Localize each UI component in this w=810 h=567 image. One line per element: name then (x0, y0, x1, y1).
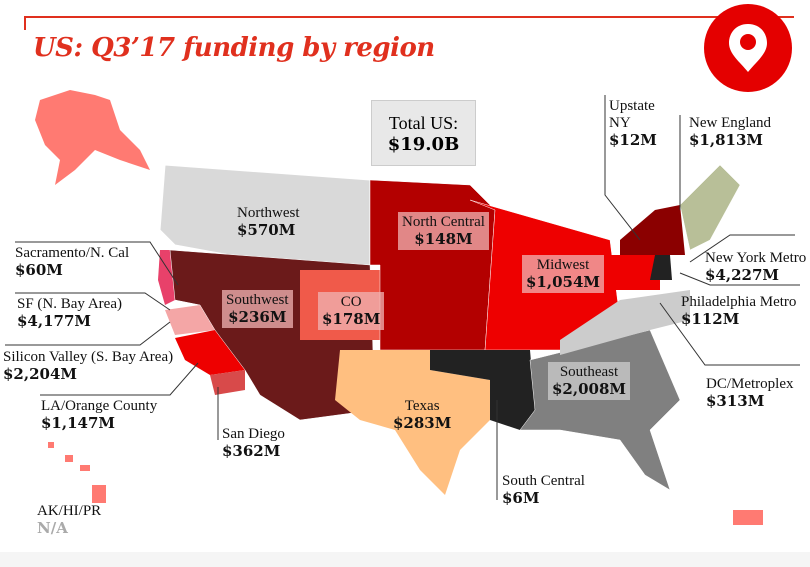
region-label-southwest: Southwest $236M (222, 290, 293, 328)
region-label-midwest: Midwest $1,054M (522, 255, 605, 293)
region-label-north-central: North Central $148M (398, 212, 489, 250)
total-us-box: Total US: $19.0B (371, 100, 476, 166)
total-value: $19.0B (387, 134, 460, 155)
page-title: US: Q3’17 funding by region (33, 33, 435, 63)
region-label-new-england: New England $1,813M (689, 115, 772, 149)
region-dc-metroplex (560, 290, 690, 355)
map-pin-badge (704, 4, 792, 92)
region-sf (165, 305, 215, 335)
region-label-san-diego: San Diego $362M (222, 426, 285, 460)
region-label-northwest: Northwest $570M (237, 205, 300, 239)
region-label-new-york-metro: New York Metro $4,227M (705, 250, 807, 284)
region-alaska (35, 90, 150, 185)
region-new-england (679, 164, 741, 251)
region-label-co: CO $178M (318, 292, 385, 330)
region-label-southeast: Southeast $2,008M (548, 362, 631, 400)
region-label-south-central: South Central $6M (502, 473, 585, 507)
region-hawaii (48, 442, 106, 503)
region-southeast (519, 329, 681, 491)
region-label-texas: Texas $283M (393, 398, 452, 432)
region-label-philadelphia: Philadelphia Metro $112M (681, 294, 797, 328)
region-upstate-ny (620, 205, 685, 255)
region-label-dc: DC/Metroplex $313M (706, 376, 794, 410)
frame-top-rule (24, 16, 794, 18)
bottom-bar (0, 552, 810, 567)
region-san-diego (210, 370, 245, 395)
region-label-silicon-valley: Silicon Valley (S. Bay Area) $2,204M (3, 349, 174, 383)
region-label-sacramento: Sacramento/N. Cal $60M (15, 245, 130, 279)
region-label-sf: SF (N. Bay Area) $4,177M (17, 296, 122, 330)
frame-left-rule (24, 16, 26, 30)
region-sacramento (158, 250, 175, 305)
leader-lines (5, 95, 800, 500)
region-north-central (369, 179, 496, 351)
region-silicon-valley (175, 330, 245, 375)
region-puerto-rico (733, 510, 763, 525)
map-pin-icon (729, 24, 767, 72)
region-philadelphia (650, 255, 672, 280)
total-label: Total US: (388, 113, 459, 133)
region-label-ak-hi-pr: AK/HI/PR N/A (37, 503, 102, 537)
region-label-la: LA/Orange County $1,147M (41, 398, 158, 432)
region-texas (335, 350, 490, 495)
region-south-central (430, 350, 535, 430)
region-label-upstate-ny: Upstate NY $12M (609, 98, 657, 149)
